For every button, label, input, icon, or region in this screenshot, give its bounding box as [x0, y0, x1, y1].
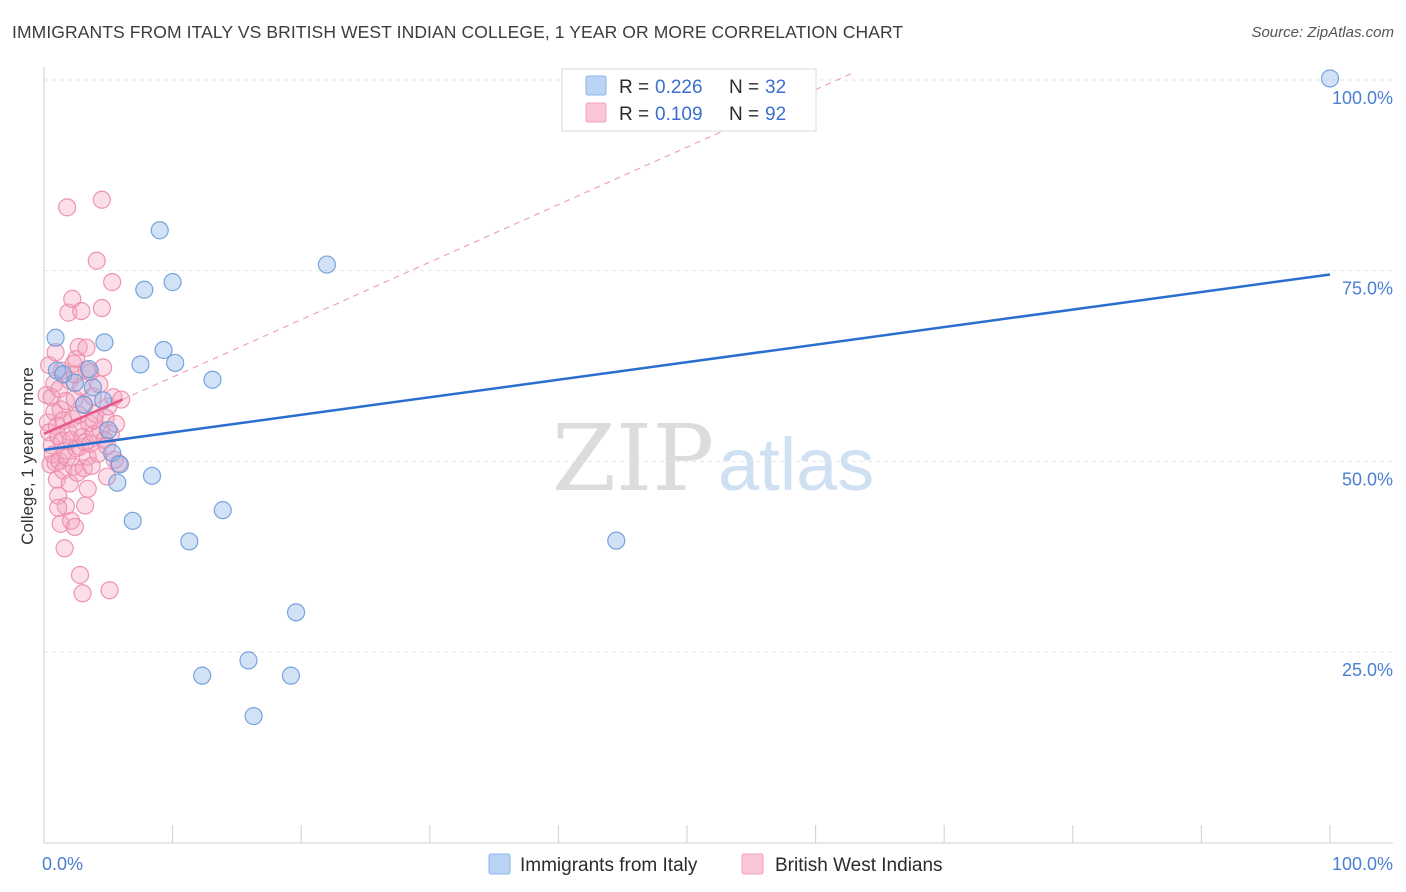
- italy-point: [180, 532, 199, 551]
- italy-point: [203, 370, 222, 389]
- italy-point: [95, 333, 114, 352]
- italy-point: [150, 221, 169, 240]
- bottom-legend-label-italy: Immigrants from Italy: [520, 855, 698, 876]
- bwi-point: [77, 338, 96, 357]
- italy-trend-line: [43, 273, 1331, 452]
- italy-point: [244, 706, 263, 726]
- legend-swatch-italy: [585, 75, 607, 96]
- bwi-point: [97, 467, 117, 486]
- italy-point: [281, 666, 301, 685]
- legend-n-value-italy: 32: [765, 77, 786, 98]
- bwi-point: [76, 496, 95, 515]
- italy-point: [193, 666, 212, 685]
- italy-point: [607, 531, 626, 550]
- italy-point: [123, 511, 142, 530]
- bwi-trend-line: [43, 398, 123, 436]
- bwi-point: [49, 498, 68, 517]
- bwi-point: [63, 289, 82, 308]
- correlation-legend: R = 0.226 N = 32 R = 0.109 N = 92: [561, 68, 817, 132]
- bwi-point: [69, 337, 88, 357]
- watermark: ZIP atlas: [552, 405, 874, 512]
- x-tick-label: 100.0%: [1332, 854, 1393, 874]
- italy-point: [79, 359, 99, 379]
- x-tick-label: 0.0%: [42, 854, 83, 874]
- italy-point: [108, 473, 127, 492]
- italy-point: [213, 501, 232, 520]
- italy-point: [239, 651, 258, 670]
- bwi-trend-extension: [122, 71, 855, 401]
- bottom-legend-swatch-italy: [488, 853, 511, 875]
- italy-point: [286, 603, 306, 622]
- bottom-legend-label-bwi: British West Indians: [775, 855, 943, 876]
- italy-point: [154, 340, 173, 360]
- bwi-point: [65, 517, 84, 537]
- legend-r-label-italy: R =: [619, 77, 649, 98]
- bwi-point: [109, 454, 128, 473]
- italy-point: [110, 455, 129, 474]
- watermark-atlas: atlas: [718, 423, 874, 506]
- legend-r-label-bwi: R =: [619, 104, 649, 125]
- italy-point: [83, 378, 102, 397]
- italy-point: [1320, 69, 1340, 88]
- bwi-point: [56, 497, 75, 516]
- y-tick-label: 75.0%: [1342, 279, 1393, 299]
- bwi-point: [94, 358, 113, 377]
- trend-layer: [43, 71, 1331, 452]
- watermark-zip: ZIP: [552, 405, 714, 512]
- legend-n-value-bwi: 92: [765, 104, 786, 125]
- italy-point: [74, 395, 93, 414]
- bwi-point: [103, 273, 122, 292]
- gridlines: [44, 79, 1393, 653]
- italy-point: [46, 328, 65, 347]
- italy-point: [99, 420, 118, 440]
- bwi-point: [73, 584, 92, 603]
- bwi-point: [55, 539, 74, 558]
- italy-point: [135, 280, 154, 299]
- y-tick-label: 50.0%: [1342, 469, 1393, 489]
- bwi-point: [100, 581, 119, 600]
- y-tick-labels: 25.0% 50.0% 75.0% 100.0%: [1332, 88, 1393, 680]
- bwi-point: [92, 298, 111, 318]
- y-tick-label: 25.0%: [1342, 660, 1393, 680]
- italy-point: [317, 255, 337, 274]
- bwi-point: [70, 565, 90, 585]
- chart-title: IMMIGRANTS FROM ITALY VS BRITISH WEST IN…: [12, 22, 904, 42]
- legend-r-value-italy: 0.226: [655, 77, 703, 98]
- italy-point: [65, 373, 84, 392]
- italy-point: [131, 355, 150, 374]
- bwi-point: [58, 198, 77, 217]
- italy-point: [166, 353, 185, 373]
- bwi-point: [72, 301, 91, 321]
- chart-source: Source: ZipAtlas.com: [1251, 24, 1394, 41]
- series-legend: Immigrants from Italy British West India…: [488, 853, 943, 876]
- bwi-point: [46, 343, 65, 362]
- x-tick-labels: 0.0% 100.0%: [42, 854, 1393, 874]
- bwi-point: [87, 251, 106, 270]
- bottom-legend-swatch-bwi: [741, 853, 764, 875]
- bwi-point: [78, 479, 97, 498]
- legend-r-value-bwi: 0.109: [655, 104, 703, 125]
- legend-n-label-italy: N =: [729, 77, 759, 98]
- y-tick-label: 100.0%: [1332, 88, 1393, 108]
- bwi-point: [92, 190, 111, 209]
- italy-point: [142, 466, 162, 485]
- legend-n-label-bwi: N =: [729, 104, 759, 125]
- legend-swatch-bwi: [585, 102, 607, 123]
- italy-point: [163, 273, 182, 292]
- series-layer: [37, 69, 1340, 726]
- series-italy: [46, 69, 1340, 726]
